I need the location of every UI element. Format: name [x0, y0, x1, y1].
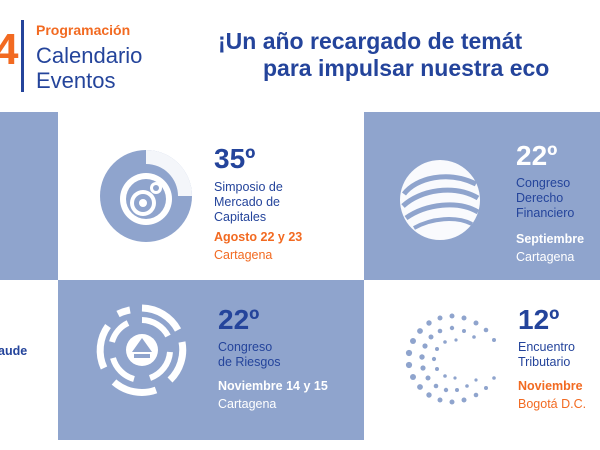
event-name-line: Financiero [516, 206, 575, 220]
tile-left-row2: aude [0, 280, 58, 440]
event-card-derecho-financiero[interactable]: 22º Congreso Derecho Financiero Septiemb… [364, 112, 600, 280]
bottom-strip [0, 440, 600, 450]
event-number: 12º [518, 304, 560, 335]
event-date: Agosto 22 y 23 [214, 230, 303, 244]
left-fragment-text: aude [0, 344, 28, 358]
event-name-line: Encuentro [518, 340, 575, 354]
congreso-sphere-icon [400, 160, 480, 240]
event-name-line: de Riesgos [218, 355, 281, 369]
event-city: Bogotá D.C. [518, 397, 587, 411]
event-date: Noviembre [518, 379, 583, 393]
event-name-line: Mercado de [214, 195, 281, 209]
event-city: Cartagena [516, 250, 575, 264]
event-city: Cartagena [218, 397, 277, 411]
event-date: Septiembre [516, 232, 585, 246]
event-number: 22º [218, 304, 260, 335]
tributario-dots-icon [405, 313, 496, 405]
event-name-line: Tributario [518, 355, 571, 369]
event-name-line: Congreso [218, 340, 273, 354]
event-number: 35º [214, 143, 256, 174]
year-fragment: 4 [0, 25, 19, 74]
event-name-line: Simposio de [214, 180, 283, 194]
event-date: Noviembre 14 y 15 [218, 379, 328, 393]
event-name-line: Capitales [214, 210, 267, 224]
event-city: Cartagena [214, 248, 273, 262]
event-name-line: Congreso [516, 176, 571, 190]
event-name: Congreso Derecho Financiero [516, 176, 574, 221]
headline-line1: ¡Un año recargado de temát [218, 28, 523, 54]
event-name: Congreso de Riesgos [218, 340, 281, 370]
event-name: Simposio de Mercado de Capitales [214, 180, 283, 225]
event-card-tributario[interactable]: 12º Encuentro Tributario Noviembre Bogot… [364, 280, 600, 440]
event-number: 22º [516, 140, 558, 171]
event-name-line: Derecho [516, 191, 564, 205]
header-title-line2: Eventos [36, 68, 116, 93]
headline: ¡Un año recargado de temát para impulsar… [218, 28, 600, 82]
event-name: Encuentro Tributario [518, 340, 575, 370]
riesgos-arcs-icon [96, 304, 187, 396]
tile-left-row1 [0, 112, 58, 280]
headline-line2: para impulsar nuestra eco [263, 55, 550, 81]
header-kicker: Programación [36, 22, 131, 38]
header: 4 Programación Calendario Eventos ¡Un añ… [0, 0, 600, 112]
event-card-riesgos[interactable]: 22º Congreso de Riesgos Noviembre 14 y 1… [58, 280, 364, 440]
event-card-simposio[interactable]: 35º Simposio de Mercado de Capitales Ago… [58, 112, 364, 280]
header-title-line1: Calendario [36, 43, 143, 68]
header-title: Calendario Eventos [36, 43, 142, 93]
simposio-circles-icon [100, 150, 192, 242]
header-divider [21, 20, 24, 92]
